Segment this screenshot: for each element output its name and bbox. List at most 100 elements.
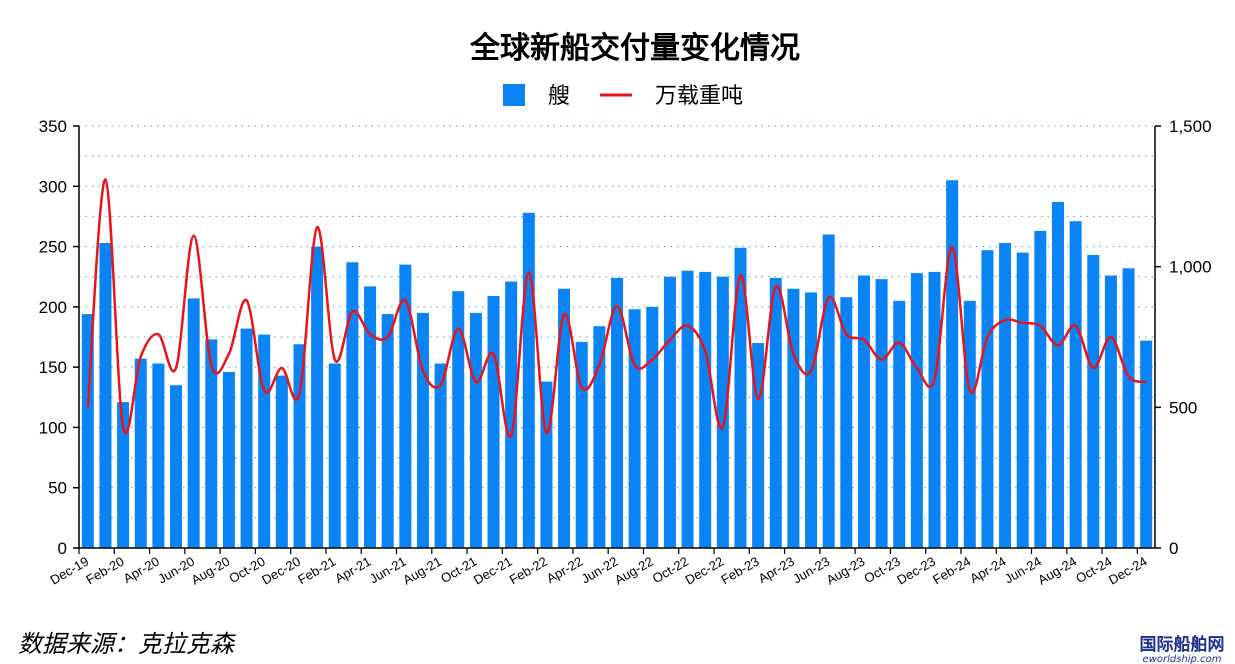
x-tick-label: Apr-21	[332, 554, 373, 587]
x-tick-label: Apr-20	[121, 554, 162, 587]
bar	[258, 334, 271, 548]
bar	[416, 312, 429, 548]
x-tick-label: Feb-24	[930, 554, 973, 588]
bar	[769, 277, 782, 548]
bar	[381, 314, 394, 548]
bar	[963, 300, 976, 548]
x-tick-label: Dec-20	[259, 554, 303, 588]
x-tick-label: Oct-21	[438, 554, 479, 586]
bar	[205, 339, 218, 548]
x-tick-label: Aug-23	[824, 554, 868, 588]
bar	[1016, 252, 1029, 548]
y-right-tick-label: 1,000	[1169, 258, 1212, 277]
bar	[170, 385, 183, 548]
bar	[857, 275, 870, 548]
y-left-tick-label: 0	[58, 539, 67, 558]
bar	[293, 344, 306, 548]
y-left-tick-label: 150	[39, 358, 67, 377]
bar	[840, 297, 853, 548]
bar	[346, 262, 359, 548]
bar	[611, 277, 623, 548]
bar	[999, 242, 1012, 548]
legend-swatch-bar	[503, 84, 525, 106]
x-tick-label: Oct-20	[226, 554, 267, 586]
x-tick-label: Apr-23	[756, 554, 797, 587]
bar	[734, 247, 747, 548]
x-tick-label: Jun-21	[367, 554, 409, 587]
bar	[240, 328, 253, 548]
x-tick-label: Dec-23	[894, 554, 938, 588]
bar	[893, 300, 906, 548]
bar	[99, 242, 112, 548]
x-tick-label: Oct-22	[650, 554, 691, 586]
x-tick-label: Apr-24	[967, 554, 1008, 587]
bar	[134, 358, 147, 548]
bar	[505, 281, 518, 548]
x-axis-ticks: Dec-19Feb-20Apr-20Jun-20Aug-20Oct-20Dec-…	[48, 548, 1150, 588]
bar	[663, 276, 676, 548]
bar	[487, 296, 500, 548]
x-tick-label: Aug-21	[400, 554, 444, 588]
bar	[152, 363, 165, 548]
bar	[540, 381, 553, 548]
x-tick-label: Apr-22	[544, 554, 585, 587]
x-tick-label: Aug-20	[189, 554, 233, 588]
bar	[593, 326, 606, 548]
bar	[452, 291, 465, 548]
y-left-tick-label: 50	[48, 479, 67, 498]
source-note: 数据来源：克拉克森	[18, 630, 236, 658]
bar	[752, 343, 765, 548]
x-tick-label: Jun-24	[1002, 554, 1044, 587]
bar	[981, 250, 994, 548]
x-tick-label: Dec-21	[471, 554, 515, 588]
bar	[1069, 221, 1082, 548]
y-axis-left-ticks: 0 50 100 150 200 250 300 350	[39, 117, 79, 558]
bar	[275, 375, 288, 548]
x-tick-label: Dec-24	[1106, 554, 1150, 588]
watermark-name: 国际船舶网	[1140, 634, 1225, 655]
x-tick-label: Feb-20	[83, 554, 126, 588]
bar	[1051, 201, 1064, 548]
bar	[328, 363, 341, 548]
bar	[81, 314, 94, 548]
bar	[575, 341, 588, 548]
x-tick-label: Oct-23	[861, 554, 902, 586]
x-tick-label: Jun-20	[155, 554, 197, 587]
bar	[311, 246, 324, 549]
bar	[875, 279, 888, 548]
y-right-tick-label: 500	[1169, 398, 1197, 417]
y-right-tick-label: 1,500	[1169, 117, 1212, 136]
x-tick-label: Feb-23	[718, 554, 761, 588]
x-tick-label: Aug-24	[1035, 554, 1079, 588]
bar	[646, 306, 659, 548]
bar	[1087, 255, 1100, 549]
bar	[522, 212, 535, 548]
bar	[222, 371, 235, 548]
bar	[628, 309, 641, 548]
bar	[434, 363, 447, 548]
bar	[928, 271, 941, 548]
y-left-tick-label: 350	[39, 117, 67, 136]
line-series	[86, 178, 1147, 439]
bar	[364, 286, 377, 548]
x-tick-label: Jun-23	[790, 554, 832, 587]
y-right-tick-label: 0	[1169, 539, 1178, 558]
bar	[1122, 268, 1135, 548]
bar	[787, 288, 800, 548]
bar	[822, 234, 835, 548]
legend-label-bar: 艘	[548, 84, 570, 109]
bar	[187, 298, 200, 548]
y-left-tick-label: 250	[39, 238, 67, 257]
y-left-tick-label: 100	[39, 418, 67, 437]
watermark-url: eworldship.com	[1143, 654, 1222, 664]
bar	[1140, 340, 1153, 548]
bar	[699, 271, 712, 548]
x-tick-label: Feb-22	[507, 554, 550, 588]
line-path	[86, 178, 1147, 439]
legend: 艘 万载重吨	[503, 84, 743, 109]
bar	[399, 264, 412, 548]
x-tick-label: Jun-22	[579, 554, 621, 587]
bar	[1034, 230, 1047, 548]
y-left-tick-label: 300	[39, 177, 67, 196]
